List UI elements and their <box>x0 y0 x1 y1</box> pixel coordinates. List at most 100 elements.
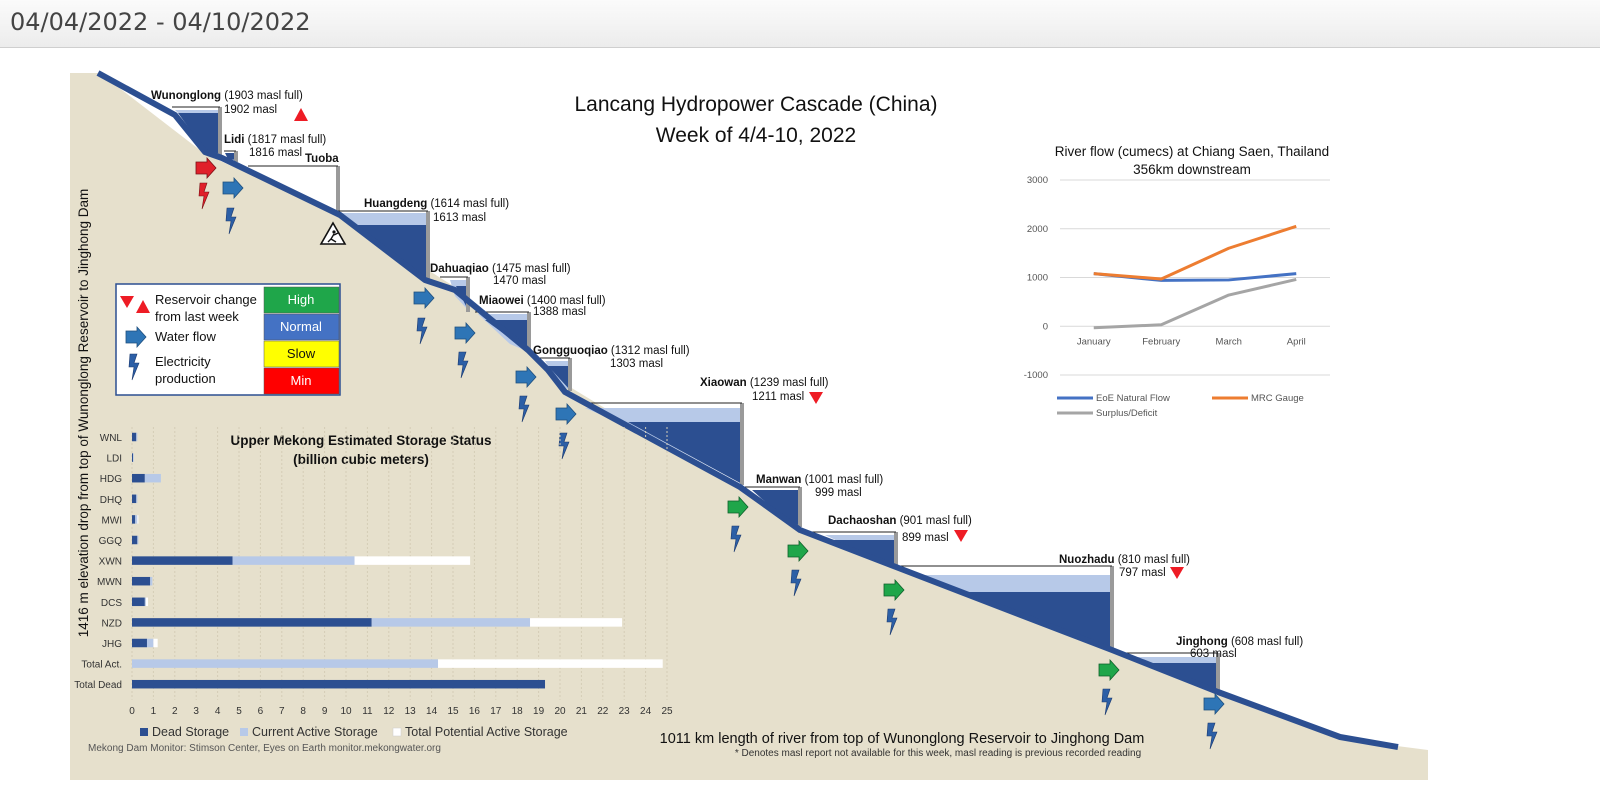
category-label: LDI <box>106 454 122 465</box>
dam-label-dahuaqiao: Dahuaqiao (1475 masl full) <box>430 263 571 275</box>
category-label: Total Act. <box>81 660 122 671</box>
x-tick-label: 8 <box>300 706 306 717</box>
category-label: JHG <box>102 639 122 650</box>
credit-text: Mekong Dam Monitor: Stimson Center, Eyes… <box>88 743 441 754</box>
legend-from-last-week: from last week <box>155 309 239 324</box>
storage-bar-segment <box>132 494 137 504</box>
x-tick-label: 12 <box>383 706 395 717</box>
storage-bar-segment <box>136 432 138 442</box>
diagram-title-line2: Week of 4/4-10, 2022 <box>656 124 856 147</box>
x-tick-label: 23 <box>619 706 631 717</box>
dam-label-wunonglong: Wunonglong (1903 masl full) <box>151 90 303 102</box>
elevation-axis-label: 1416 m elevation drop from top of Wunong… <box>76 189 91 638</box>
dam-labels: Wunonglong (1903 masl full) 1902 masl Li… <box>151 90 1303 660</box>
arrow-icon <box>787 539 809 563</box>
dam-current-jinghong: 603 masl <box>1190 648 1237 660</box>
arrow-icon <box>413 286 435 310</box>
legend-current-active: Current Active Storage <box>252 725 378 739</box>
category-label: MWN <box>97 577 122 588</box>
dam-current-miaowei: 1388 masl <box>533 306 586 318</box>
storage-bar-segment <box>146 638 154 648</box>
category-label: DCS <box>101 598 122 609</box>
storage-bar-segment <box>133 453 134 462</box>
storage-bar-segment <box>132 679 546 689</box>
category-label: DHQ <box>100 495 122 506</box>
x-tick-label: 17 <box>490 706 502 717</box>
legend-level-normal: Normal <box>280 319 322 334</box>
dam-label-manwan: Manwan (1001 masl full) <box>756 474 883 486</box>
legend-entry: EoE Natural Flow <box>1096 393 1170 404</box>
river-profile-line <box>96 70 1399 750</box>
dam-label-lidi: Lidi (1817 masl full) <box>224 134 326 146</box>
storage-chart-title: Upper Mekong Estimated Storage Status <box>230 433 491 448</box>
category-label: Total Dead <box>74 680 122 691</box>
arrow-icon <box>1203 692 1225 716</box>
storage-bar-chart: Upper Mekong Estimated Storage Status (b… <box>74 427 673 739</box>
storage-bar-segment <box>438 659 663 668</box>
river-length-label: 1011 km length of river from top of Wuno… <box>660 731 1145 747</box>
legend-electricity: Electricity <box>155 354 211 369</box>
x-tick-label: 20 <box>554 706 566 717</box>
legend-swatch-dead <box>140 728 148 736</box>
x-tick-label: 1 <box>151 706 157 717</box>
dam-label-jinghong: Jinghong (608 masl full) <box>1176 636 1303 648</box>
storage-bar-segment <box>136 494 138 504</box>
legend-reservoir-change: Reservoir change <box>155 292 257 307</box>
down-triangle-icon <box>1170 567 1184 579</box>
category-label: WNL <box>100 433 123 444</box>
storage-bar-segment <box>132 618 372 627</box>
x-tick-label: 15 <box>447 706 459 717</box>
x-tick-label: March <box>1216 336 1242 347</box>
storage-bar-segment <box>137 535 139 545</box>
x-tick-label: 4 <box>215 706 221 717</box>
storage-bar-segment <box>132 638 147 648</box>
x-tick-label: April <box>1287 336 1306 347</box>
up-triangle-icon <box>294 108 308 121</box>
flow-chart-subtitle: 356km downstream <box>1133 162 1251 177</box>
x-tick-label: 22 <box>597 706 609 717</box>
storage-bar-segment <box>232 556 355 565</box>
x-tick-label: 7 <box>279 706 285 717</box>
legend-level-high: High <box>288 292 315 307</box>
storage-chart-subtitle: (billion cubic meters) <box>293 452 429 467</box>
dam-label-gongguoqiao: Gongguoqiao (1312 masl full) <box>533 345 690 357</box>
arrow-icon <box>454 321 476 345</box>
series-line <box>1093 224 1297 281</box>
x-tick-label: 21 <box>576 706 588 717</box>
x-tick-label: 14 <box>426 706 438 717</box>
dam-current-wunonglong: 1902 masl <box>224 104 277 116</box>
legend-entry: MRC Gauge <box>1251 393 1304 404</box>
legend-entry: Surplus/Deficit <box>1096 408 1158 419</box>
legend-swatch-current <box>240 728 248 736</box>
arrow-icon <box>1098 658 1120 682</box>
x-tick-label: 13 <box>405 706 417 717</box>
storage-bar-segment <box>144 473 161 483</box>
flow-chart-title: River flow (cumecs) at Chiang Saen, Thai… <box>1055 144 1329 159</box>
storage-bar-segment <box>153 638 158 648</box>
dam-current-huangdeng: 1613 masl <box>433 212 486 224</box>
x-tick-label: 3 <box>193 706 199 717</box>
storage-bar-segment <box>132 432 137 442</box>
up-triangle-icon <box>136 300 150 313</box>
category-label: NZD <box>101 618 122 629</box>
down-triangle-icon <box>954 530 968 542</box>
down-triangle-icon <box>809 392 823 404</box>
x-tick-label: 6 <box>258 706 264 717</box>
dam-current-lidi: 1816 masl <box>249 147 302 159</box>
x-tick-label: 11 <box>362 706 373 717</box>
diagram-title-line1: Lancang Hydropower Cascade (China) <box>574 93 937 116</box>
category-label: GGQ <box>99 536 123 547</box>
arrow-icon <box>727 495 749 519</box>
dam-walls <box>218 107 1220 691</box>
legend-level-slow: Slow <box>287 346 316 361</box>
storage-bar-segment <box>132 535 138 545</box>
construction-icon <box>319 221 347 245</box>
x-tick-label: 25 <box>661 706 673 717</box>
y-tick-label: 3000 <box>1027 175 1048 186</box>
storage-bar-segment <box>150 576 153 586</box>
legend-production: production <box>155 371 216 386</box>
x-tick-label: 2 <box>172 706 178 717</box>
storage-bar-segment <box>132 556 233 565</box>
x-tick-label: 18 <box>512 706 524 717</box>
